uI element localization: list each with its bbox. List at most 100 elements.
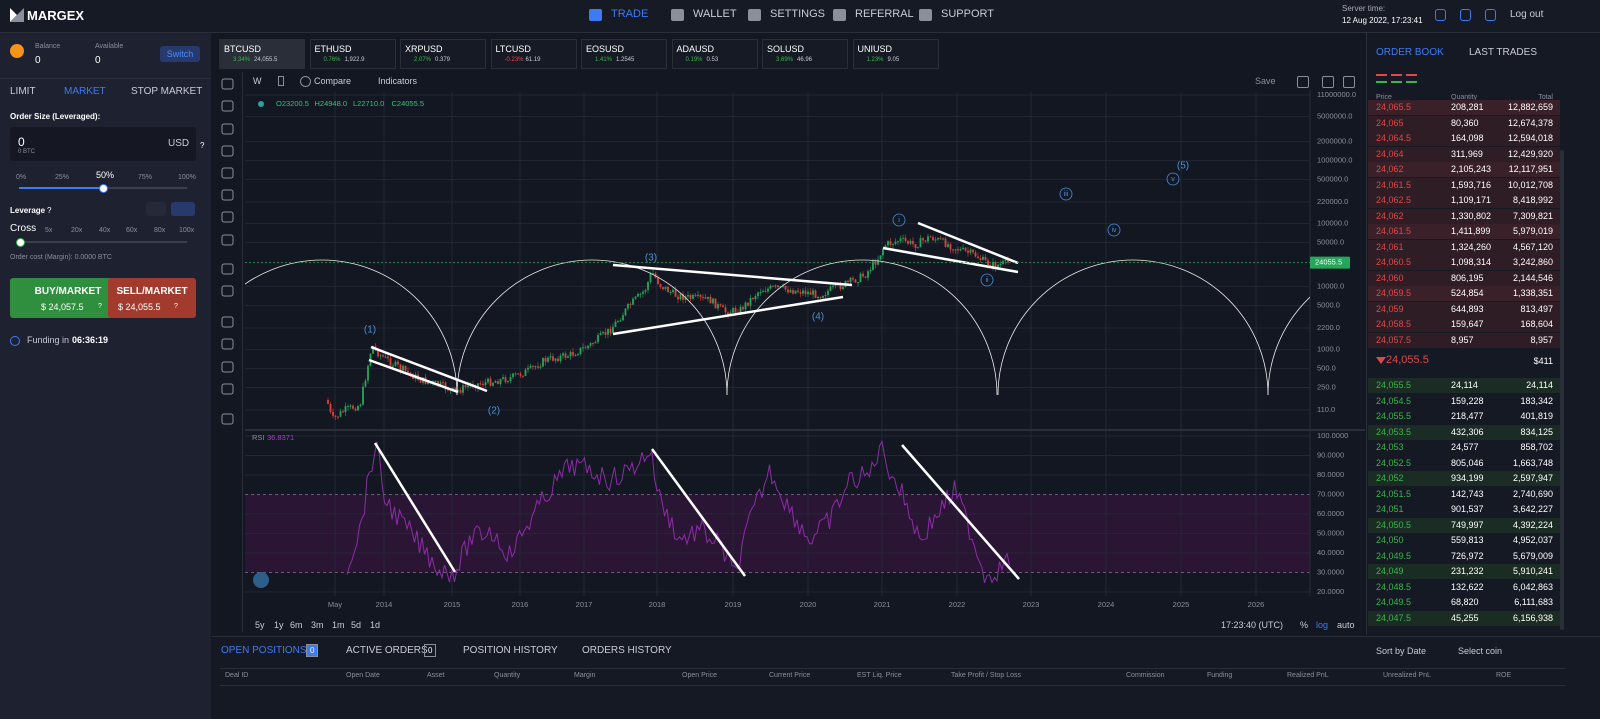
chart-tool[interactable] (1343, 76, 1355, 88)
ob-row (1368, 255, 1560, 270)
range-button[interactable]: 6m (290, 620, 303, 630)
auto-button[interactable] (171, 202, 195, 216)
ticker-tab[interactable] (309, 39, 396, 69)
order-tab[interactable]: LIMIT (10, 86, 36, 97)
ticker-tab[interactable] (762, 39, 848, 69)
candle-body (439, 382, 442, 386)
ob-view-icon[interactable] (1391, 74, 1402, 83)
ob-cell: 24,062 (1376, 164, 1404, 174)
nav-item[interactable]: REFERRAL (855, 8, 914, 20)
ob-cell: 8,957 (1530, 334, 1553, 345)
chart-tool[interactable] (1297, 76, 1309, 88)
order-tab[interactable]: STOP MARKET (131, 86, 203, 97)
rsi-tick-label: 100.0000 (1317, 431, 1348, 440)
ob-cell: 164,098 (1451, 133, 1484, 143)
candle-body (587, 345, 589, 349)
ticker-symbol: ADAUSD (676, 44, 715, 54)
ob-cell: 24,065 (1376, 117, 1404, 128)
last-price-label: 24055.5 (1315, 258, 1342, 267)
ticker-tab[interactable] (852, 39, 939, 69)
edit-button[interactable] (146, 202, 166, 216)
leverage-knob[interactable] (16, 238, 25, 247)
scale-option[interactable]: auto (1337, 620, 1355, 630)
ob-row (1368, 440, 1560, 455)
ob-tab[interactable]: LAST TRADES (1469, 47, 1537, 58)
candle-body (852, 277, 854, 280)
trend-line (650, 448, 747, 577)
nav-item[interactable]: SUPPORT (941, 8, 994, 20)
coin-select[interactable]: Select coin (1458, 646, 1503, 656)
ticker-tab[interactable] (219, 39, 305, 69)
position-tab[interactable]: POSITION HISTORY (463, 645, 558, 656)
candle-body (747, 302, 749, 306)
candle-body (462, 385, 464, 393)
ticker-tab[interactable] (581, 39, 667, 69)
candle-body (744, 302, 747, 310)
candle-body (614, 321, 617, 327)
order-tab[interactable]: MARKET (64, 86, 106, 97)
ob-cell: 12,594,018 (1507, 133, 1553, 143)
ticker-tab[interactable] (490, 39, 577, 69)
ticker-change: 0.76% (323, 57, 341, 63)
percent-mark: 50% (96, 170, 115, 180)
sell-label: SELL/MARKET (116, 286, 188, 297)
nav-item[interactable]: SETTINGS (770, 8, 826, 20)
range-button[interactable]: 5y (255, 620, 265, 630)
candle-body (584, 347, 587, 349)
tool-icon (221, 361, 234, 373)
scale-option[interactable]: log (1316, 620, 1329, 630)
ob-tab[interactable]: ORDER BOOK (1376, 47, 1444, 58)
candle-body (842, 286, 844, 290)
ob-view-icon[interactable] (1376, 74, 1387, 83)
position-tab[interactable]: ACTIVE ORDERS (346, 645, 428, 656)
sell-help: ? (174, 303, 178, 310)
switch-button[interactable]: Switch (160, 46, 200, 62)
position-tab[interactable]: OPEN POSITIONS (221, 645, 307, 656)
candle-body (722, 305, 724, 308)
candle-icon[interactable] (278, 76, 284, 86)
column-header: Asset (427, 672, 445, 679)
range-button[interactable]: 3m (311, 620, 324, 630)
logout[interactable]: Log out (1510, 9, 1544, 20)
candle-body (499, 379, 502, 385)
range-button[interactable]: 1y (274, 620, 284, 630)
ob-row (1368, 224, 1560, 239)
scale-option[interactable]: % (1300, 620, 1309, 630)
ticker-tab[interactable] (400, 39, 486, 69)
slider-knob[interactable] (99, 184, 108, 193)
nav-item[interactable]: TRADE (611, 8, 649, 20)
sort[interactable]: Sort by Date (1376, 646, 1427, 656)
save[interactable]: Save (1255, 76, 1276, 86)
chart-tool[interactable] (1322, 76, 1334, 88)
interval[interactable]: W (253, 76, 262, 86)
tool-icon (221, 413, 234, 425)
rsi-label: RSI (252, 433, 265, 442)
candle-body (644, 290, 647, 292)
position-tab[interactable]: ORDERS HISTORY (582, 645, 672, 656)
ob-cell: 4,392,224 (1512, 519, 1553, 530)
range-button[interactable]: 1d (370, 620, 381, 630)
candle-body (619, 320, 622, 322)
header-icon[interactable] (1485, 9, 1496, 21)
indicators[interactable]: Indicators (378, 76, 418, 86)
buy-button[interactable] (10, 278, 126, 318)
compare[interactable]: Compare (314, 76, 352, 86)
column-header: Take Profit / Stop Loss (951, 672, 1022, 679)
candle-body (379, 355, 382, 357)
header-icon[interactable] (1460, 9, 1471, 21)
percent-mark: 25% (55, 174, 70, 181)
ticker-tab[interactable] (671, 39, 758, 69)
nav-item[interactable]: WALLET (693, 8, 737, 20)
candle-body (604, 331, 607, 335)
candle-body (964, 247, 967, 251)
range-button[interactable]: 1m (332, 620, 345, 630)
size-input[interactable] (10, 127, 196, 161)
buy-price: $ 24,057.5 (41, 302, 84, 312)
sell-button[interactable] (108, 278, 196, 318)
candle-body (839, 283, 842, 290)
candle-body (492, 382, 494, 386)
range-button[interactable]: 5d (351, 620, 362, 630)
ob-view-icon[interactable] (1406, 74, 1417, 83)
header-icon[interactable] (1435, 9, 1446, 21)
ob-cell: 24,114 (1526, 380, 1553, 390)
